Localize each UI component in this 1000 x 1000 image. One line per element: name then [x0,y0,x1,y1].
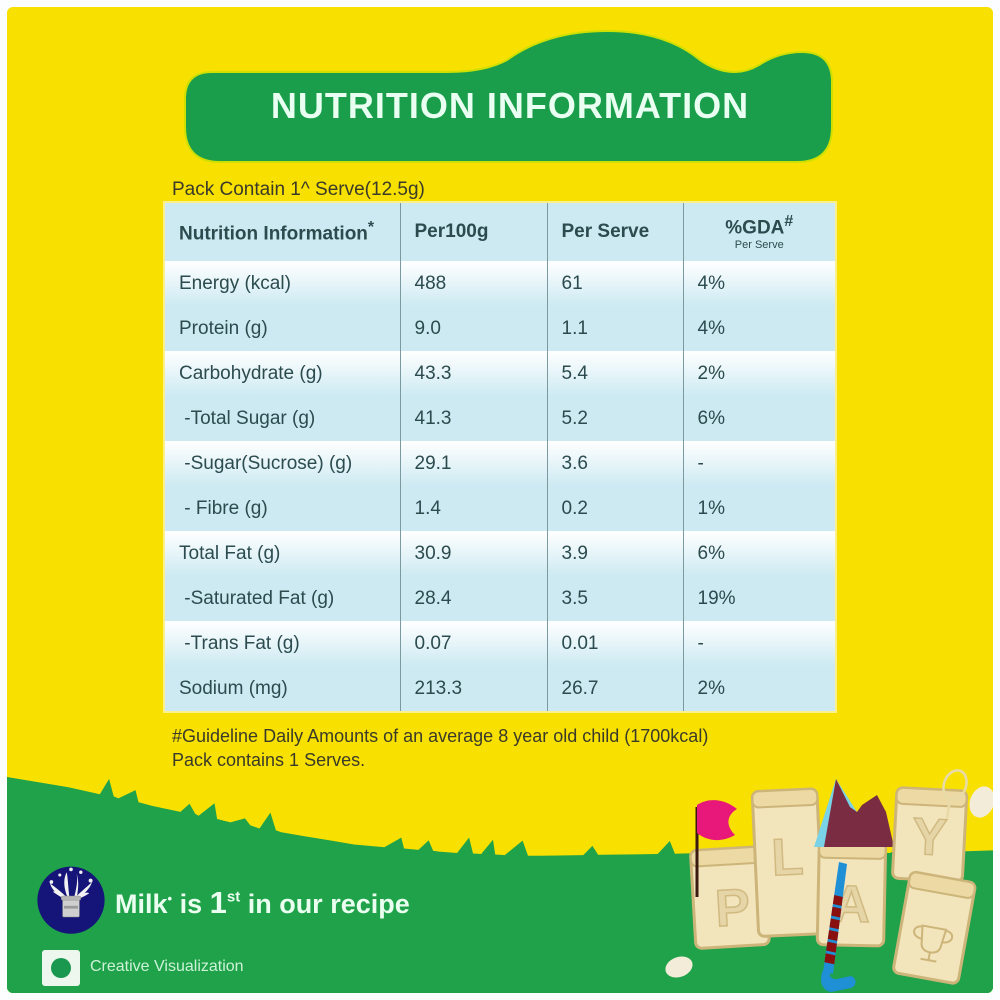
svg-text:Y: Y [911,808,949,868]
svg-text:L: L [770,828,804,887]
svg-text:P: P [714,878,752,938]
